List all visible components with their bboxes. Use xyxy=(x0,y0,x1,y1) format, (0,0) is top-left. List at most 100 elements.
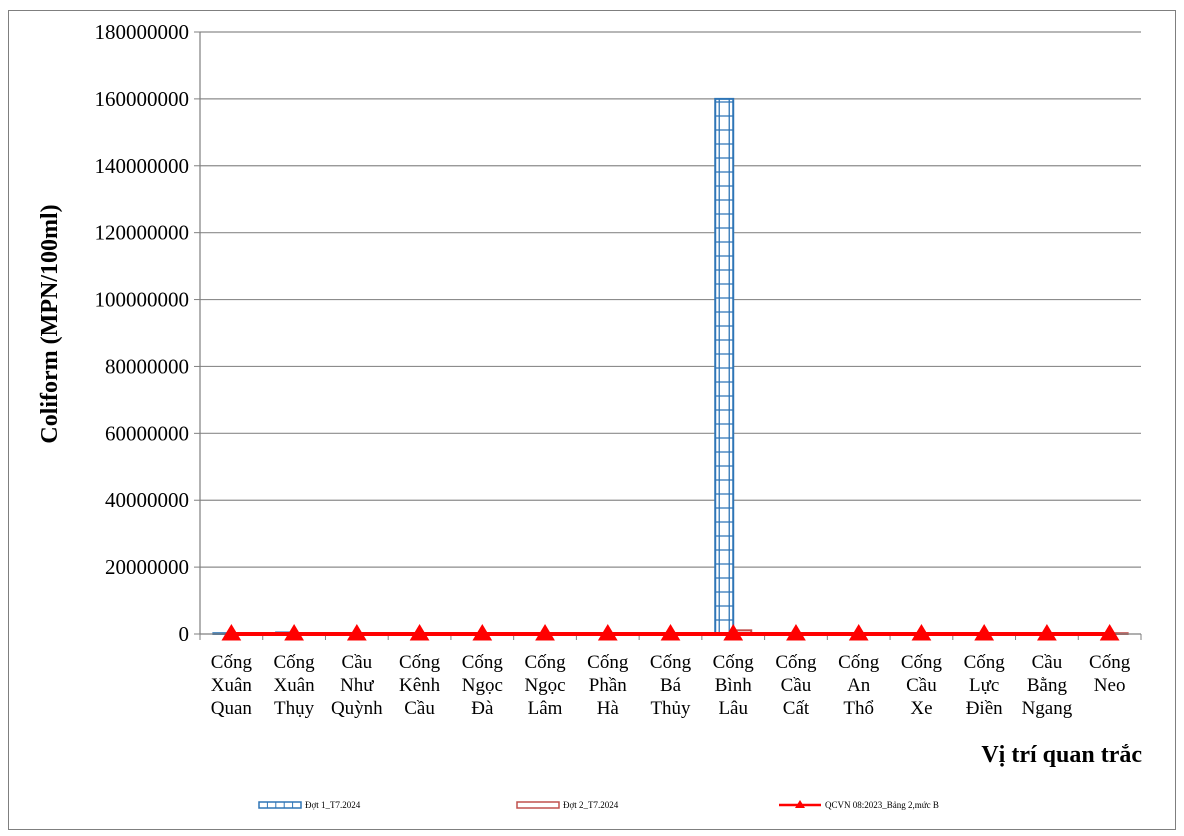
x-tick-line: An xyxy=(847,675,871,696)
x-tick-line: Cống xyxy=(650,652,692,673)
x-tick-line: Đà xyxy=(471,698,494,719)
x-tick-line: Ngang xyxy=(1022,698,1073,719)
x-tick-label: Cầu Bằng Ngang xyxy=(1022,652,1073,719)
x-tick-line: Xuân xyxy=(211,675,253,696)
x-tick-line: Neo xyxy=(1094,675,1126,696)
legend: Đợt 1_T7.2024 Đợt 2_T7.2024 QCVN 08:2023_B… xyxy=(258,800,939,810)
legend-swatch-marker xyxy=(795,800,805,808)
x-tick-line: Ngọc xyxy=(524,675,565,696)
y-tick-label: 100000000 xyxy=(95,288,190,312)
qcvn-marker xyxy=(1037,623,1057,641)
qcvn-marker xyxy=(472,623,493,641)
x-tick-line: Thủy xyxy=(650,698,691,719)
x-tick-label: Cống Bình Lâu xyxy=(713,652,755,719)
x-tick-line: Ngọc xyxy=(462,675,503,696)
qcvn-marker xyxy=(660,623,681,641)
y-tick-label: 40000000 xyxy=(105,488,189,512)
x-tick-label: Cống Neo xyxy=(1089,652,1131,696)
y-tick-labels: 0 20000000 40000000 60000000 80000000 1000000… xyxy=(95,20,190,646)
x-tick-label: Cống Phần Hà xyxy=(587,652,629,719)
x-tick-label: Cống Ngọc Lâm xyxy=(524,652,566,719)
x-tick-label: Cống Bá Thủy xyxy=(650,652,692,719)
x-tick-label: Cống Xuân Quan xyxy=(211,652,253,719)
x-tick-label: Cống Lực Điền xyxy=(964,652,1006,719)
qcvn-marker xyxy=(974,623,995,641)
legend-swatch xyxy=(516,801,560,809)
qcvn-marker xyxy=(1099,623,1120,641)
qcvn-marker xyxy=(535,623,555,641)
x-tick-line: Cống xyxy=(211,652,253,673)
x-tick-label: Cầu Như Quỳnh xyxy=(331,652,383,719)
x-tick-line: Cống xyxy=(713,652,755,673)
x-tick-label: Cống Kênh Cầu xyxy=(399,652,441,719)
qcvn-marker xyxy=(221,623,242,641)
axes-layer xyxy=(194,31,1142,640)
x-tick-line: Bằng xyxy=(1027,675,1068,696)
qcvn-marker xyxy=(786,623,806,641)
x-tick-line: Lâu xyxy=(718,698,748,719)
x-tick-line: Điền xyxy=(966,698,1003,719)
bar-hatch xyxy=(715,98,734,634)
x-tick-line: Cống xyxy=(775,652,817,673)
x-tick-line: Cầu xyxy=(781,675,812,696)
x-tick-line: Cống xyxy=(399,652,441,673)
x-tick-line: Xe xyxy=(910,698,932,719)
x-tick-line: Hà xyxy=(597,698,620,719)
x-tick-line: Cống xyxy=(524,652,566,673)
x-tick-label: Cống An Thổ xyxy=(838,652,880,719)
x-tick-line: Cống xyxy=(901,652,943,673)
y-tick-label: 120000000 xyxy=(95,221,190,245)
legend-item: QCVN 08:2023_Bảng 2,mức B xyxy=(779,800,939,810)
qcvn-marker xyxy=(848,623,869,641)
y-tick-label: 140000000 xyxy=(95,154,190,178)
x-tick-line: Quan xyxy=(211,698,253,719)
legend-label: QCVN 08:2023_Bảng 2,mức B xyxy=(825,800,939,810)
x-tick-line: Phần xyxy=(589,675,628,696)
legend-label: Đợt 2_T7.2024 xyxy=(563,800,619,810)
x-tick-label: Cống Cầu Xe xyxy=(901,652,943,719)
qcvn-marker xyxy=(597,623,618,641)
x-tick-line: Cầu xyxy=(906,675,937,696)
legend-swatch xyxy=(258,801,302,809)
y-tick-label: 20000000 xyxy=(105,555,189,579)
x-tick-line: Cống xyxy=(274,652,316,673)
x-tick-line: Cống xyxy=(1089,652,1131,673)
x-tick-line: Lực xyxy=(969,675,999,696)
bar-dot1 xyxy=(714,97,735,635)
legend-item: Đợt 1_T7.2024 xyxy=(258,800,361,810)
x-tick-line: Cầu xyxy=(404,698,435,719)
y-axis-title: Coliform (MPN/100ml) xyxy=(37,204,63,443)
legend-item: Đợt 2_T7.2024 xyxy=(516,800,619,810)
x-tick-line: Xuân xyxy=(274,675,316,696)
y-tick-label: 160000000 xyxy=(95,87,190,111)
x-tick-line: Cất xyxy=(783,698,810,719)
y-tick-label: 0 xyxy=(179,622,190,646)
gridlines xyxy=(200,31,1141,568)
qcvn-marker xyxy=(409,623,430,641)
qcvn-marker xyxy=(911,623,932,641)
y-tick-label: 80000000 xyxy=(105,354,189,378)
x-tick-line: Cống xyxy=(587,652,629,673)
qcvn-marker xyxy=(346,623,367,641)
x-tick-line: Thụy xyxy=(274,698,315,719)
x-tick-line: Bình xyxy=(715,675,752,696)
qcvn-marker xyxy=(723,623,744,641)
x-tick-line: Lâm xyxy=(528,698,563,719)
x-tick-label: Cống Xuân Thụy xyxy=(274,652,316,719)
x-tick-line: Cầu xyxy=(342,652,373,673)
qcvn-marker xyxy=(284,623,304,641)
x-tick-line: Thổ xyxy=(843,698,874,719)
x-tick-line: Cầu xyxy=(1032,652,1063,673)
legend-label: Đợt 1_T7.2024 xyxy=(305,800,361,810)
x-tick-line: Bá xyxy=(660,675,682,696)
x-tick-label: Cống Cầu Cất xyxy=(775,652,817,719)
coliform-chart: 0 20000000 40000000 60000000 80000000 1000000… xyxy=(37,20,1142,810)
x-tick-line: Như xyxy=(340,675,374,696)
chart-frame: 0 20000000 40000000 60000000 80000000 1000000… xyxy=(8,10,1176,830)
x-tick-line: Cống xyxy=(838,652,880,673)
x-axis-title: Vị trí quan trắc xyxy=(981,742,1142,768)
line-series-layer xyxy=(221,623,1120,641)
y-tick-label: 60000000 xyxy=(105,421,189,445)
y-tick-label: 180000000 xyxy=(95,20,190,44)
